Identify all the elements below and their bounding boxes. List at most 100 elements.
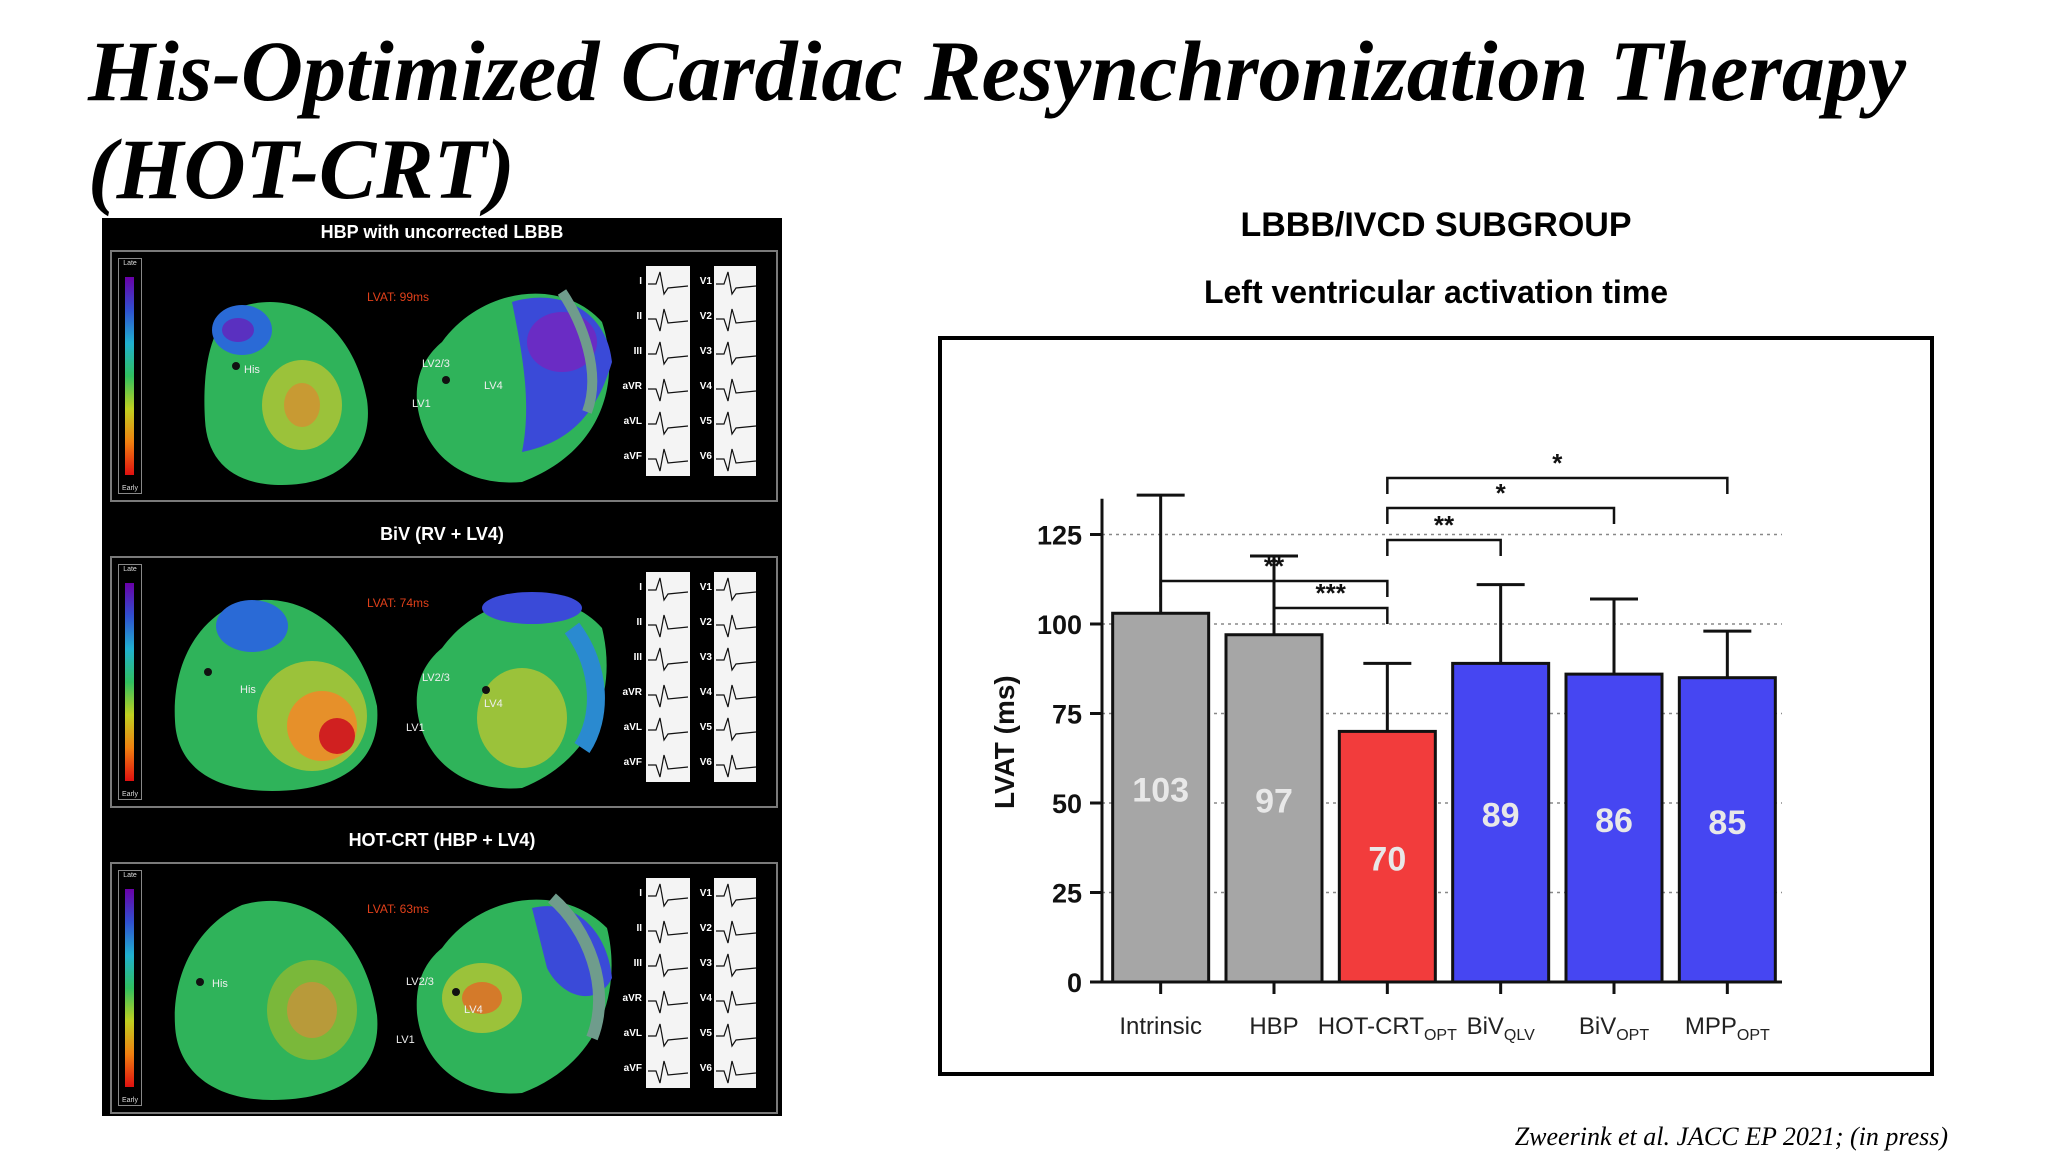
significance-label: *** bbox=[1315, 578, 1346, 608]
color-scale: Late Early bbox=[118, 564, 142, 800]
lv4-marker bbox=[482, 686, 490, 694]
y-tick-label: 0 bbox=[1067, 968, 1082, 998]
significance-bracket bbox=[1386, 476, 1729, 494]
lvat-label: LVAT: 99ms bbox=[367, 290, 430, 304]
ecg-lead-label: V4 bbox=[699, 687, 712, 698]
ecg-lead-label: aVR bbox=[622, 687, 642, 698]
scale-late-label: Late bbox=[123, 566, 137, 573]
lv4-label: LV4 bbox=[464, 1004, 483, 1016]
x-tick-label: BiVQLV bbox=[1467, 1013, 1536, 1044]
chart-frame bbox=[938, 336, 1934, 1076]
ecg-lead-label: aVF bbox=[623, 757, 642, 768]
scale-early-label: Early bbox=[122, 485, 138, 492]
ecg-lead-label: V5 bbox=[699, 1028, 712, 1039]
lv23-marker bbox=[442, 376, 450, 384]
lv4-label: LV4 bbox=[484, 380, 503, 392]
y-tick-label: 100 bbox=[1037, 610, 1082, 640]
ecg-lead-label: aVL bbox=[623, 1028, 642, 1039]
bar-value-label: 86 bbox=[1595, 802, 1633, 840]
lvat-label: LVAT: 63ms bbox=[367, 902, 430, 916]
significance-bracket bbox=[1272, 606, 1389, 624]
scale-late-label: Late bbox=[123, 872, 137, 879]
lv1-label: LV1 bbox=[412, 398, 431, 410]
ecg-lead-label: V3 bbox=[699, 958, 712, 969]
significance-label: * bbox=[1552, 448, 1563, 478]
y-tick-label: 50 bbox=[1052, 789, 1082, 819]
ecg-lead-label: aVR bbox=[622, 381, 642, 392]
ecg-lead-label: aVF bbox=[623, 1063, 642, 1074]
heart-lateral-image bbox=[416, 289, 612, 483]
citation: Zweerink et al. JACC EP 2021; (in press) bbox=[1514, 1122, 1948, 1151]
ecg-lead-label: II bbox=[636, 311, 642, 322]
y-tick-label: 75 bbox=[1052, 700, 1082, 730]
his-marker bbox=[232, 362, 240, 370]
panel-title-biv: BiV (RV + LV4) bbox=[380, 524, 504, 544]
panel-title-hotcrt: HOT-CRT (HBP + LV4) bbox=[348, 830, 536, 850]
ecg-tracings: I II III aVR aVL aVF V1 V2 V3 V4 V5 V6 bbox=[622, 572, 758, 782]
x-tick-label: Intrinsic bbox=[1119, 1013, 1202, 1040]
chart-title: LBBB/IVCD SUBGROUP bbox=[1240, 206, 1632, 244]
significance-bracket bbox=[1386, 506, 1616, 524]
ecg-lead-label: III bbox=[633, 346, 642, 357]
significance-label: ** bbox=[1264, 551, 1285, 581]
his-label: His bbox=[212, 978, 228, 990]
heart-anterior-image bbox=[204, 302, 368, 485]
his-label: His bbox=[244, 364, 260, 376]
chart-subtitle: Left ventricular activation time bbox=[1203, 274, 1669, 310]
heart-lateral-image bbox=[416, 893, 612, 1094]
panel-title-hbp: HBP with uncorrected LBBB bbox=[320, 222, 564, 242]
activation-map-hbp: Late Early LVAT: 99ms His LV2/3 LV1 LV4 … bbox=[110, 250, 778, 502]
ecg-lead-label: V4 bbox=[699, 381, 712, 392]
bar bbox=[1337, 729, 1437, 984]
significance-bracket bbox=[1159, 579, 1389, 597]
his-marker bbox=[196, 978, 204, 986]
ecg-tracings: I II III aVR aVL aVF V1 V2 V3 V4 V5 V6 bbox=[622, 266, 758, 476]
lvat-label: LVAT: 74ms bbox=[367, 596, 430, 610]
ecg-lead-label: V1 bbox=[699, 888, 712, 899]
ecg-lead-label: III bbox=[633, 958, 642, 969]
ecg-lead-label: aVL bbox=[623, 416, 642, 427]
heart-lateral-image bbox=[416, 592, 607, 789]
x-tick-label: HBP bbox=[1249, 1013, 1298, 1040]
his-marker bbox=[204, 668, 212, 676]
color-scale: Late Early bbox=[118, 258, 142, 494]
ecg-lead-label: V1 bbox=[699, 582, 712, 593]
x-tick-label: MPPOPT bbox=[1685, 1013, 1770, 1044]
lv4-label: LV4 bbox=[484, 698, 503, 710]
significance-label: * bbox=[1496, 478, 1507, 508]
ecg-lead-label: V3 bbox=[699, 652, 712, 663]
ecg-lead-label: I bbox=[639, 582, 642, 593]
bar-value-label: 70 bbox=[1368, 841, 1406, 879]
ecg-lead-label: I bbox=[639, 888, 642, 899]
heart-anterior-image bbox=[174, 900, 378, 1100]
activation-map-biv: Late Early LVAT: 74ms His LV2/3 LV1 LV4 … bbox=[110, 556, 778, 808]
ecg-lead-label: V4 bbox=[699, 993, 712, 1004]
bar bbox=[1224, 633, 1324, 984]
lv23-label: LV2/3 bbox=[422, 672, 450, 684]
color-scale: Late Early bbox=[118, 870, 142, 1106]
activation-maps-panel: HBP with uncorrected LBBB Late Early LVA… bbox=[102, 218, 782, 1116]
ecg-lead-label: V2 bbox=[699, 617, 712, 628]
significance-label: ** bbox=[1434, 510, 1455, 540]
lv23-label: LV2/3 bbox=[422, 358, 450, 370]
ecg-lead-label: I bbox=[639, 276, 642, 287]
ecg-lead-label: III bbox=[633, 652, 642, 663]
ecg-lead-label: V6 bbox=[699, 451, 712, 462]
y-tick-label: 125 bbox=[1037, 521, 1082, 551]
y-tick-label: 25 bbox=[1052, 879, 1082, 909]
bar bbox=[1111, 611, 1211, 984]
ecg-lead-label: aVF bbox=[623, 451, 642, 462]
ecg-lead-label: V2 bbox=[699, 923, 712, 934]
ecg-lead-label: II bbox=[636, 617, 642, 628]
activation-map-hotcrt: Late Early LVAT: 63ms His LV2/3 LV1 LV4 … bbox=[110, 862, 778, 1114]
ecg-lead-label: V3 bbox=[699, 346, 712, 357]
ecg-tracings: I II III aVR aVL aVF V1 V2 V3 V4 V5 V6 bbox=[622, 878, 758, 1088]
ecg-lead-label: aVR bbox=[622, 993, 642, 1004]
scale-early-label: Early bbox=[122, 1097, 138, 1104]
x-tick-label: HOT-CRTOPT bbox=[1318, 1013, 1457, 1044]
y-axis-label: LVAT (ms) bbox=[989, 675, 1020, 809]
ecg-lead-label: V2 bbox=[699, 311, 712, 322]
ecg-lead-label: V1 bbox=[699, 276, 712, 287]
bar-chart: 0 25 50 75 100 125 LVAT (ms) 103 Intrinsic 97 HBP 7… bbox=[989, 448, 1782, 1044]
lv1-label: LV1 bbox=[406, 722, 425, 734]
